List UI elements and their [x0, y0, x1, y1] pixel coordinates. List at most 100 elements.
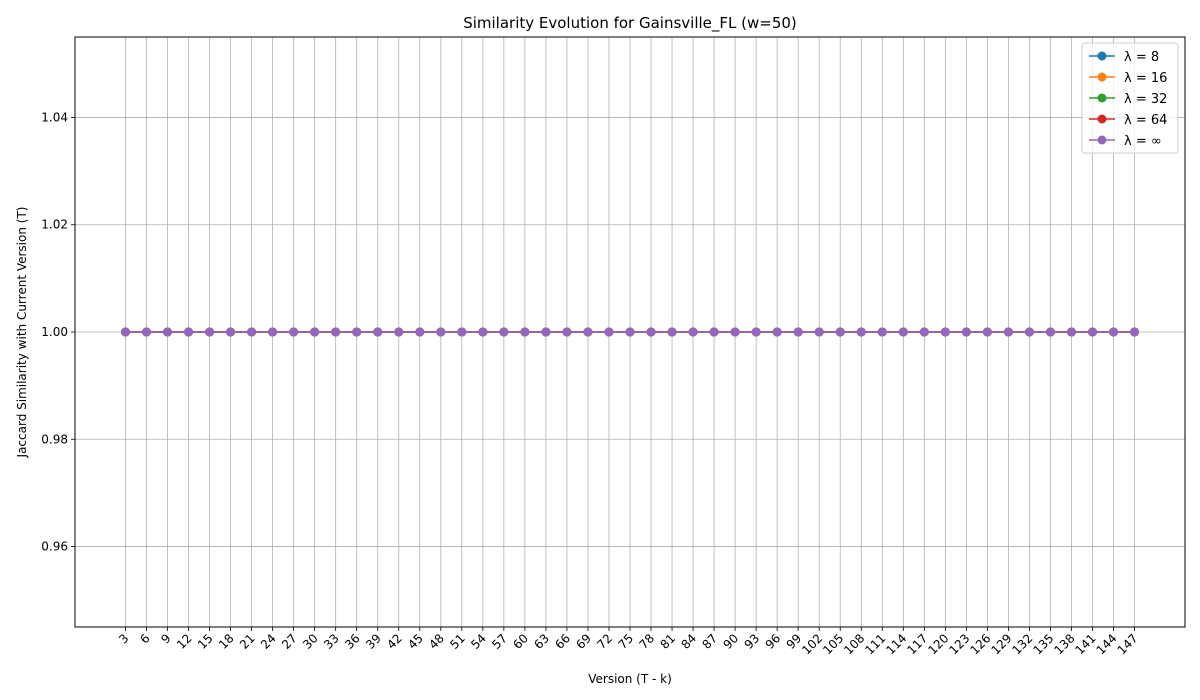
x-tick-label: 3	[116, 631, 131, 646]
data-point	[120, 327, 130, 337]
x-tick-label: 30	[300, 631, 321, 652]
y-tick-label: 1.02	[41, 218, 68, 232]
data-point	[646, 327, 656, 337]
x-tick-label: 27	[279, 631, 300, 652]
x-tick-label: 21	[237, 631, 258, 652]
x-tick-label: 90	[721, 631, 742, 652]
data-point	[562, 327, 572, 337]
data-point	[373, 327, 383, 337]
x-tick-label: 72	[594, 631, 615, 652]
data-point	[583, 327, 593, 337]
data-point	[163, 327, 172, 337]
data-point	[856, 327, 866, 337]
legend-box	[1081, 42, 1179, 154]
x-tick-label: 15	[195, 631, 216, 652]
data-point	[331, 327, 341, 337]
data-point	[1003, 327, 1013, 337]
data-point	[961, 327, 971, 337]
y-axis-ticks: 0.96 0.98 1.00 1.02 1.04	[41, 110, 75, 554]
data-point	[541, 327, 551, 337]
data-point	[709, 327, 719, 337]
data-point	[436, 327, 446, 337]
legend-marker	[1097, 51, 1107, 61]
x-tick-label: 6	[137, 631, 152, 646]
legend-item: λ = 64	[1089, 113, 1167, 128]
data-point	[310, 327, 320, 337]
data-point	[1088, 327, 1097, 337]
x-tick-label: 75	[615, 631, 636, 652]
x-tick-label: 63	[531, 631, 552, 652]
legend-item: λ = 16	[1089, 71, 1167, 86]
legend-label: λ = 8	[1124, 50, 1159, 65]
data-point	[205, 327, 215, 337]
data-point	[898, 327, 908, 337]
data-point	[394, 327, 404, 337]
legend: λ = 8 λ = 16 λ = 32 λ = 64 λ = ∞	[1081, 42, 1179, 154]
x-tick-label: 54	[468, 631, 489, 652]
x-tick-label: 144	[1094, 631, 1120, 657]
data-point	[877, 327, 887, 337]
y-tick-label: 0.98	[41, 432, 68, 446]
x-tick-label: 66	[552, 631, 573, 652]
x-tick-label: 57	[489, 631, 510, 652]
x-tick-label: 36	[342, 631, 363, 652]
x-tick-label: 51	[447, 631, 468, 652]
data-point	[289, 327, 299, 337]
x-tick-label: 108	[841, 631, 867, 657]
x-axis-ticks: 3 6 9 12 15 18 21 24 27 30 33 36 39 42 45 48 51 54 57 60 63 6…	[116, 627, 1141, 657]
x-axis-label: Version (T - k)	[588, 672, 672, 686]
data-point	[415, 327, 425, 337]
legend-item: λ = 32	[1089, 92, 1167, 107]
data-point	[814, 327, 824, 337]
x-tick-label: 84	[678, 631, 699, 652]
x-tick-label: 123	[946, 631, 972, 657]
x-tick-label: 60	[510, 631, 531, 652]
legend-label: λ = 32	[1124, 92, 1167, 107]
x-tick-label: 102	[799, 631, 825, 657]
data-point	[352, 327, 362, 337]
y-axis-label: Jaccard Similarity with Current Version …	[15, 207, 29, 459]
x-tick-label: 111	[862, 631, 888, 657]
x-tick-label: 18	[216, 631, 237, 652]
data-point	[247, 327, 257, 337]
data-point	[982, 327, 992, 337]
legend-marker	[1097, 114, 1107, 124]
data-point	[667, 327, 677, 337]
legend-item: λ = 8	[1089, 50, 1159, 65]
data-point	[688, 327, 698, 337]
x-tick-label: 129	[988, 631, 1014, 657]
x-tick-label: 42	[384, 631, 405, 652]
chart-title: Similarity Evolution for Gainsville_FL (…	[463, 14, 797, 33]
x-tick-label: 39	[363, 631, 384, 652]
data-point	[1130, 327, 1140, 337]
x-tick-label: 120	[925, 631, 951, 657]
x-tick-label: 117	[904, 631, 930, 657]
data-point	[268, 327, 278, 337]
y-tick-label: 1.04	[41, 110, 68, 124]
legend-marker	[1097, 135, 1107, 145]
data-point	[604, 327, 614, 337]
data-point	[835, 327, 845, 337]
data-point	[1045, 327, 1055, 337]
data-point	[772, 327, 782, 337]
data-point	[184, 327, 194, 337]
data-point	[625, 327, 635, 337]
series-5	[120, 327, 1140, 337]
x-tick-label: 96	[763, 631, 784, 652]
x-tick-label: 69	[573, 631, 594, 652]
data-point	[520, 327, 530, 337]
x-tick-label: 9	[158, 631, 173, 646]
data-point	[499, 327, 509, 337]
x-tick-label: 12	[174, 631, 195, 652]
x-tick-label: 135	[1030, 631, 1056, 657]
data-point	[940, 327, 950, 337]
x-tick-label: 105	[820, 631, 846, 657]
x-tick-label: 147	[1115, 631, 1141, 657]
legend-marker	[1097, 72, 1107, 82]
legend-label: λ = 64	[1124, 113, 1167, 128]
x-tick-label: 87	[700, 631, 721, 652]
x-tick-label: 93	[742, 631, 763, 652]
x-tick-label: 126	[967, 631, 993, 657]
x-tick-label: 48	[426, 631, 447, 652]
